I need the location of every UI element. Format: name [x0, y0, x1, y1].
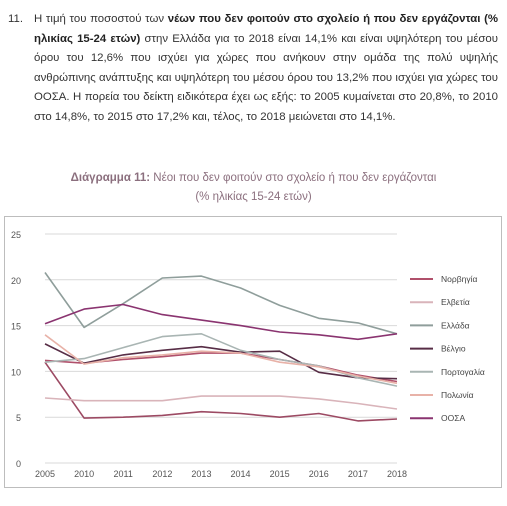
chart-frame: 0 5 10 15 20 25 2005 2010 2011 2012 2013 2014 2015 2… — [4, 216, 502, 488]
x-tick-label: 2005 — [35, 469, 55, 479]
legend-label: Πορτογαλία — [441, 367, 485, 377]
x-axis-ticks: 2005 2010 2011 2012 2013 2014 2015 2016 2017 2018 — [35, 469, 407, 479]
x-tick-label: 2017 — [348, 469, 368, 479]
x-tick-label: 2016 — [309, 469, 329, 479]
y-tick-label: 10 — [11, 367, 21, 377]
x-tick-label: 2018 — [387, 469, 407, 479]
paragraph-bold-term: νέων που δεν φοιτούν στο σχολείο ή που δ… — [34, 13, 499, 45]
x-tick-label: 2011 — [114, 469, 133, 479]
chart-caption: Διάγραμμα 11: Νέοι που δεν φοιτούν στο σ… — [0, 172, 507, 184]
series-line-3 — [44, 272, 398, 335]
series-line-1 — [44, 352, 398, 383]
y-tick-label: 0 — [16, 459, 21, 469]
legend-label: Βέλγιο — [441, 344, 466, 354]
x-tick-label: 2013 — [191, 469, 211, 479]
series-line-unlabeled — [44, 361, 398, 422]
chart-caption-label: Διάγραμμα 11: — [70, 172, 151, 184]
chart-caption-subtitle: (% ηλικίας 15-24 ετών) — [195, 191, 312, 203]
x-tick-label: 2010 — [74, 469, 94, 479]
paragraph-text-start: Η τιμή του ποσοστού των — [34, 13, 168, 25]
x-tick-label: 2014 — [231, 469, 251, 479]
y-tick-label: 25 — [11, 230, 21, 240]
legend-label: Πολωνία — [441, 390, 474, 400]
y-tick-label: 5 — [16, 413, 21, 423]
paragraph-text-end: στην Ελλάδα για το 2018 είναι 14,1% και … — [34, 32, 498, 123]
y-tick-label: 15 — [11, 322, 21, 332]
paragraph-text: Η τιμή του ποσοστού των νέων που δεν φοι… — [34, 10, 498, 128]
series-line-7 — [44, 303, 398, 341]
series-lines — [44, 272, 398, 422]
x-tick-label: 2015 — [270, 469, 290, 479]
chart-caption-title: Νέοι που δεν φοιτούν στο σχολείο ή που δ… — [150, 172, 437, 184]
x-tick-label: 2012 — [152, 469, 172, 479]
series-line-2 — [44, 395, 398, 410]
series-line-6 — [44, 334, 398, 385]
legend: Νορβηγία Ελβετία Ελλάδα Βέλγιο Πορτογαλία Πολ… — [410, 274, 485, 423]
paragraph-number: 11. — [8, 13, 23, 25]
gridlines — [45, 233, 397, 464]
series-line-4 — [44, 343, 398, 380]
legend-label: Νορβηγία — [441, 274, 477, 284]
y-tick-label: 20 — [11, 276, 21, 286]
legend-label: ΟΟΣΑ — [441, 413, 465, 423]
legend-label: Ελλάδα — [441, 320, 470, 330]
paragraph-11: 11. Η τιμή του ποσοστού των νέων που δεν… — [8, 10, 498, 128]
legend-label: Ελβετία — [441, 297, 470, 307]
y-axis-ticks: 0 5 10 15 20 25 — [11, 230, 21, 469]
